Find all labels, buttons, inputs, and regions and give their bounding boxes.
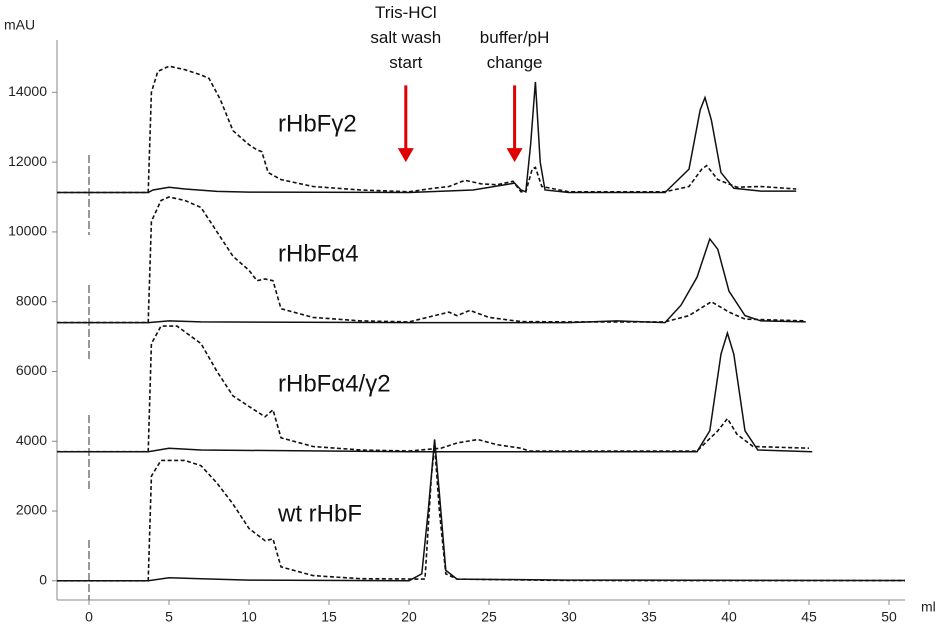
x-tick-label: 0: [85, 609, 93, 625]
solid-trace: [57, 81, 797, 194]
solid-trace: [57, 439, 906, 582]
y-tick-label: 2000: [16, 502, 47, 518]
sample-label: rHbFγ2: [278, 110, 357, 137]
x-axis-label: ml: [921, 599, 936, 615]
sample-label: rHbFα4: [278, 240, 359, 267]
annotation-text: start: [389, 53, 422, 72]
x-tick-label: 35: [641, 609, 657, 625]
x-tick-label: 10: [241, 609, 257, 625]
dashed-trace: [57, 444, 906, 582]
annotation-text: buffer/pH: [480, 28, 550, 47]
y-tick-label: 6000: [16, 362, 47, 378]
y-tick-label: 0: [39, 572, 47, 588]
y-tick-label: 12000: [8, 153, 47, 169]
x-tick-label: 40: [721, 609, 737, 625]
solid-trace: [57, 237, 806, 324]
dashed-trace: [57, 196, 806, 324]
x-tick-label: 20: [401, 609, 417, 625]
x-tick-label: 15: [321, 609, 337, 625]
x-tick-label: 30: [561, 609, 577, 625]
y-tick-label: 4000: [16, 432, 47, 448]
x-tick-label: 45: [801, 609, 817, 625]
annotation-text: Tris-HCl: [375, 3, 437, 22]
x-tick-label: 25: [481, 609, 497, 625]
dashed-trace: [57, 65, 797, 194]
arrow-head: [397, 148, 414, 163]
annotation-text: change: [487, 53, 543, 72]
annotation-text: salt wash: [370, 28, 441, 47]
sample-label: rHbFα4/γ2: [278, 370, 391, 397]
x-tick-label: 5: [165, 609, 173, 625]
solid-trace: [57, 330, 813, 453]
sample-label: wt rHbF: [277, 500, 362, 527]
y-axis-label: mAU: [4, 17, 35, 33]
y-tick-label: 14000: [8, 83, 47, 99]
x-tick-label: 50: [881, 609, 897, 625]
dashed-trace: [57, 325, 810, 453]
arrow-head: [506, 148, 523, 163]
y-tick-label: 8000: [16, 292, 47, 308]
y-tick-label: 10000: [8, 223, 47, 239]
